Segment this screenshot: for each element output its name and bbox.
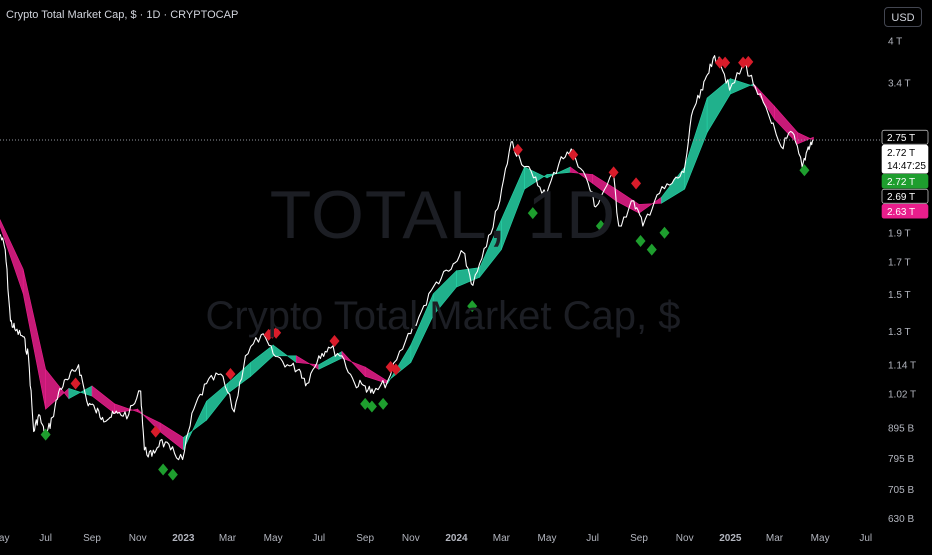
buy-signal-marker [167,468,178,481]
sell-signal-marker [608,166,619,179]
y-tick-label: 1.02 T [888,389,916,400]
sell-signal-marker [720,56,731,69]
symbol-watermark: TOTAL, 1D [269,177,617,253]
sell-signal-marker [631,177,642,190]
x-tick-label: Sep [83,533,101,544]
price-label-time: 14:47:25 [887,161,926,172]
band-segment [296,355,320,370]
price-label-box [881,188,929,204]
sell-signal-marker [743,55,754,68]
sell-signal-marker [70,377,81,390]
price-label-text: 2.72 T [887,148,915,159]
buy-signal-marker [467,300,478,313]
buy-signal-marker [635,235,646,248]
sell-signal-marker [271,326,282,339]
sell-signal-marker [714,56,725,69]
band-segment [730,78,754,95]
sell-signal-marker [390,363,401,376]
buy-signal-marker [799,164,810,177]
x-tick-label: Nov [129,533,147,544]
y-tick-label: 795 B [888,454,914,465]
x-tick-label: 2025 [719,533,742,544]
band-segment [45,368,70,410]
y-axis[interactable]: 4 T3.4 T2.2 T1.9 T1.7 T1.5 T1.3 T1.14 T1… [888,36,916,525]
y-tick-label: 4 T [888,36,902,47]
sell-signal-marker [225,367,236,380]
currency-button[interactable]: USD [884,7,922,27]
x-tick-label: Jul [859,533,872,544]
y-tick-label: 1.9 T [888,229,911,240]
price-label-text: 2.75 T [887,133,915,144]
buy-signal-marker [158,463,169,476]
band-segment [206,382,228,422]
sell-signal-marker [512,143,523,156]
y-tick-label: 895 B [888,423,914,434]
sell-signal-marker [568,148,579,161]
x-tick-label: May [538,533,557,544]
price-layer [0,55,814,461]
signal-layer [40,55,810,481]
x-tick-label: May [0,533,9,544]
price-label-text: 2.63 T [887,207,915,218]
sell-signal-marker [150,425,161,438]
x-tick-label: 2023 [172,533,195,544]
price-label-box [881,173,929,189]
band-segment [706,77,731,134]
x-tick-label: Jul [39,533,52,544]
buy-signal-marker [527,207,538,220]
band-segment [183,401,207,451]
y-tick-label: 630 B [888,514,914,525]
x-tick-label: Mar [493,533,511,544]
x-tick-label: Jul [586,533,599,544]
x-tick-label: Sep [356,533,374,544]
price-label-box [881,129,929,145]
price-label-text: 2.69 T [887,192,915,203]
sell-signal-marker [329,334,340,347]
x-tick-label: Mar [219,533,237,544]
y-tick-label: 3.4 T [888,78,911,89]
price-label-box [881,203,929,219]
buy-signal-marker [366,400,377,413]
chart-title[interactable]: Crypto Total Market Cap, $ · 1D · CRYPTO… [6,9,239,21]
y-tick-label: 1.14 T [888,361,916,372]
band-segment [753,83,775,121]
band-segment [364,366,388,384]
buy-signal-marker [595,220,606,233]
band-segment [22,269,46,410]
band-segment [68,385,93,400]
price-label-text: 2.72 T [887,177,915,188]
buy-signal-marker [659,226,670,239]
band-segment [272,344,297,364]
buy-signal-marker [646,243,657,256]
band-segment [250,344,274,378]
y-tick-label: 1.7 T [888,257,911,268]
y-tick-label: 1.5 T [888,290,911,301]
x-tick-label: 2024 [445,533,468,544]
x-tick-label: Nov [402,533,420,544]
x-tick-label: Mar [766,533,784,544]
buy-signal-marker [40,428,51,441]
price-line [0,55,814,461]
x-tick-label: Nov [676,533,694,544]
x-tick-label: May [264,533,283,544]
x-tick-label: Jul [312,533,325,544]
band-segment [114,403,138,414]
x-tick-label: Sep [630,533,648,544]
buy-signal-marker [378,397,389,410]
y-tick-label: 705 B [888,485,914,496]
price-labels: 2.75 T 2.72 T 14:47:25 2.72 T 2.69 T 2.63 T [881,129,929,219]
band-layer [0,77,814,451]
x-axis[interactable]: May Jul Sep Nov 2023 Mar May Jul Sep Nov 2024 Mar Ma… [0,533,872,544]
name-watermark: Crypto Total Market Cap, $ [205,294,681,338]
x-tick-label: May [811,533,830,544]
y-tick-label: 1.3 T [888,327,911,338]
price-label-box [881,144,929,174]
